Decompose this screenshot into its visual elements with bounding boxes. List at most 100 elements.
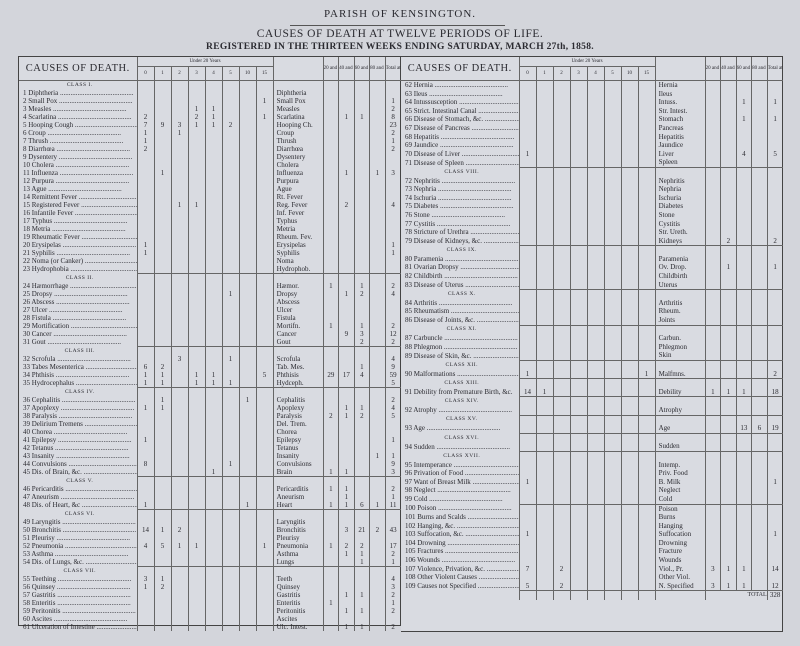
age-count-cell (620, 79, 638, 90)
cause-label: Intemperance (413, 460, 452, 469)
cause-row: 58 EnteritisEnteritis11 (19, 599, 401, 607)
total-cell (766, 405, 783, 416)
cause-short-name: Rheum. (654, 307, 706, 317)
empty-cell (735, 396, 752, 406)
cause-short-name: Uterus (654, 280, 706, 290)
empty-cell (766, 359, 783, 370)
age-count-cell (637, 98, 656, 107)
empty-cell (735, 432, 752, 443)
cause-label: Disease of Uterus (413, 280, 464, 289)
cause-number: 19 (23, 233, 30, 241)
age-count-cell (170, 241, 188, 249)
cause-number: 70 (405, 149, 412, 158)
age-count-cell (153, 161, 171, 169)
age-count-cell (518, 547, 536, 557)
age-count-cell (204, 460, 222, 468)
adult-count-cell: 1 (322, 485, 339, 493)
cause-short-name: Pericarditis (272, 485, 324, 493)
age-count-cell (204, 265, 222, 274)
age-count-cell (637, 106, 656, 116)
age-count-cell (552, 547, 570, 557)
age-count-cell (620, 158, 638, 168)
age-count-cell (569, 228, 587, 237)
adult-count-cell (322, 153, 339, 161)
empty-cell (552, 359, 570, 370)
empty-cell (338, 387, 355, 396)
adult-count-cell (704, 530, 721, 539)
empty-cell (136, 346, 154, 355)
empty-cell (204, 273, 222, 282)
age-count-cell: 1 (153, 379, 171, 388)
adult-count-cell (704, 469, 721, 478)
adult-count-cell (735, 185, 752, 194)
age-count-cell (535, 106, 553, 116)
empty-cell (338, 273, 355, 282)
age-count-cell (153, 412, 171, 420)
age-count-cell (153, 185, 171, 193)
under-20-header: Under 20 Years (136, 57, 274, 67)
age-count-cell (255, 468, 274, 477)
empty-cell (238, 273, 256, 282)
age-count-cell (637, 123, 656, 133)
adult-count-cell (751, 185, 768, 194)
age-count-cell: 1 (238, 396, 256, 404)
empty-cell (369, 566, 386, 575)
empty-cell (221, 387, 239, 396)
cause-name: 87 Carbuncle (401, 334, 519, 343)
cause-name: 32 Scrofula (19, 355, 137, 363)
age-count-cell: 1 (187, 371, 205, 379)
cause-number: 43 (23, 452, 30, 460)
age-count-cell (620, 193, 638, 203)
adult-count-cell: 1 (353, 607, 370, 615)
adult-count-cell (353, 201, 370, 209)
cause-label: Dropsy (31, 290, 53, 298)
adult-count-cell: 2 (353, 412, 370, 420)
age-count-cell (535, 547, 553, 557)
cause-number: 1 (23, 89, 27, 97)
age-count-cell (238, 330, 256, 338)
cause-number: 57 (23, 591, 30, 599)
age-count-cell (187, 583, 205, 591)
total-cell (766, 141, 783, 150)
age-count-cell (187, 169, 205, 177)
age-count-cell (255, 575, 274, 583)
adult-count-cell (720, 115, 737, 124)
adult-count-cell: 1 (353, 363, 370, 371)
adult-count-cell (322, 105, 339, 113)
adult-count-cell (735, 460, 752, 470)
adult-count-cell (704, 351, 721, 361)
cause-label: Gout (31, 338, 46, 347)
adult-age-header: 40 and under 60 (720, 57, 737, 81)
parish-title: PARISH OF KENSINGTON. (323, 8, 477, 20)
age-count-cell (136, 282, 154, 290)
age-count-cell: 1 (187, 121, 205, 129)
cause-number: 49 (23, 518, 30, 526)
age-count-cell (255, 233, 274, 241)
cause-label: Rheumatic Fever (31, 233, 80, 241)
empty-cell (654, 378, 706, 388)
age-count-cell (586, 547, 604, 557)
adult-count-cell (751, 123, 768, 133)
age-count-cell (620, 123, 638, 133)
cause-row: 13 AgueAgue (19, 185, 401, 193)
cause-label: Wounds (417, 556, 440, 565)
cause-number: 7 (23, 137, 27, 145)
adult-count-cell: 1 (338, 113, 355, 121)
cause-name: 3 Measles (19, 105, 137, 113)
age-count-cell (255, 444, 274, 452)
age-count-cell (187, 257, 205, 265)
cause-name: 89 Disease of Skin, &c. (401, 351, 519, 360)
total-cell (766, 89, 783, 99)
adult-count-cell (322, 298, 339, 306)
cause-number: 34 (23, 371, 30, 379)
cause-row: 96 Privation of FoodPriv. Food (401, 469, 783, 478)
cause-number: 68 (405, 132, 412, 141)
cause-name: 46 Pericarditis (19, 485, 137, 493)
age-count-cell (187, 265, 205, 274)
empty-cell (720, 396, 737, 406)
age-count-cell (153, 599, 171, 607)
cause-label: Causes not Specified (417, 582, 476, 591)
adult-count-cell (369, 575, 386, 583)
total-cell: 3 (384, 583, 401, 591)
